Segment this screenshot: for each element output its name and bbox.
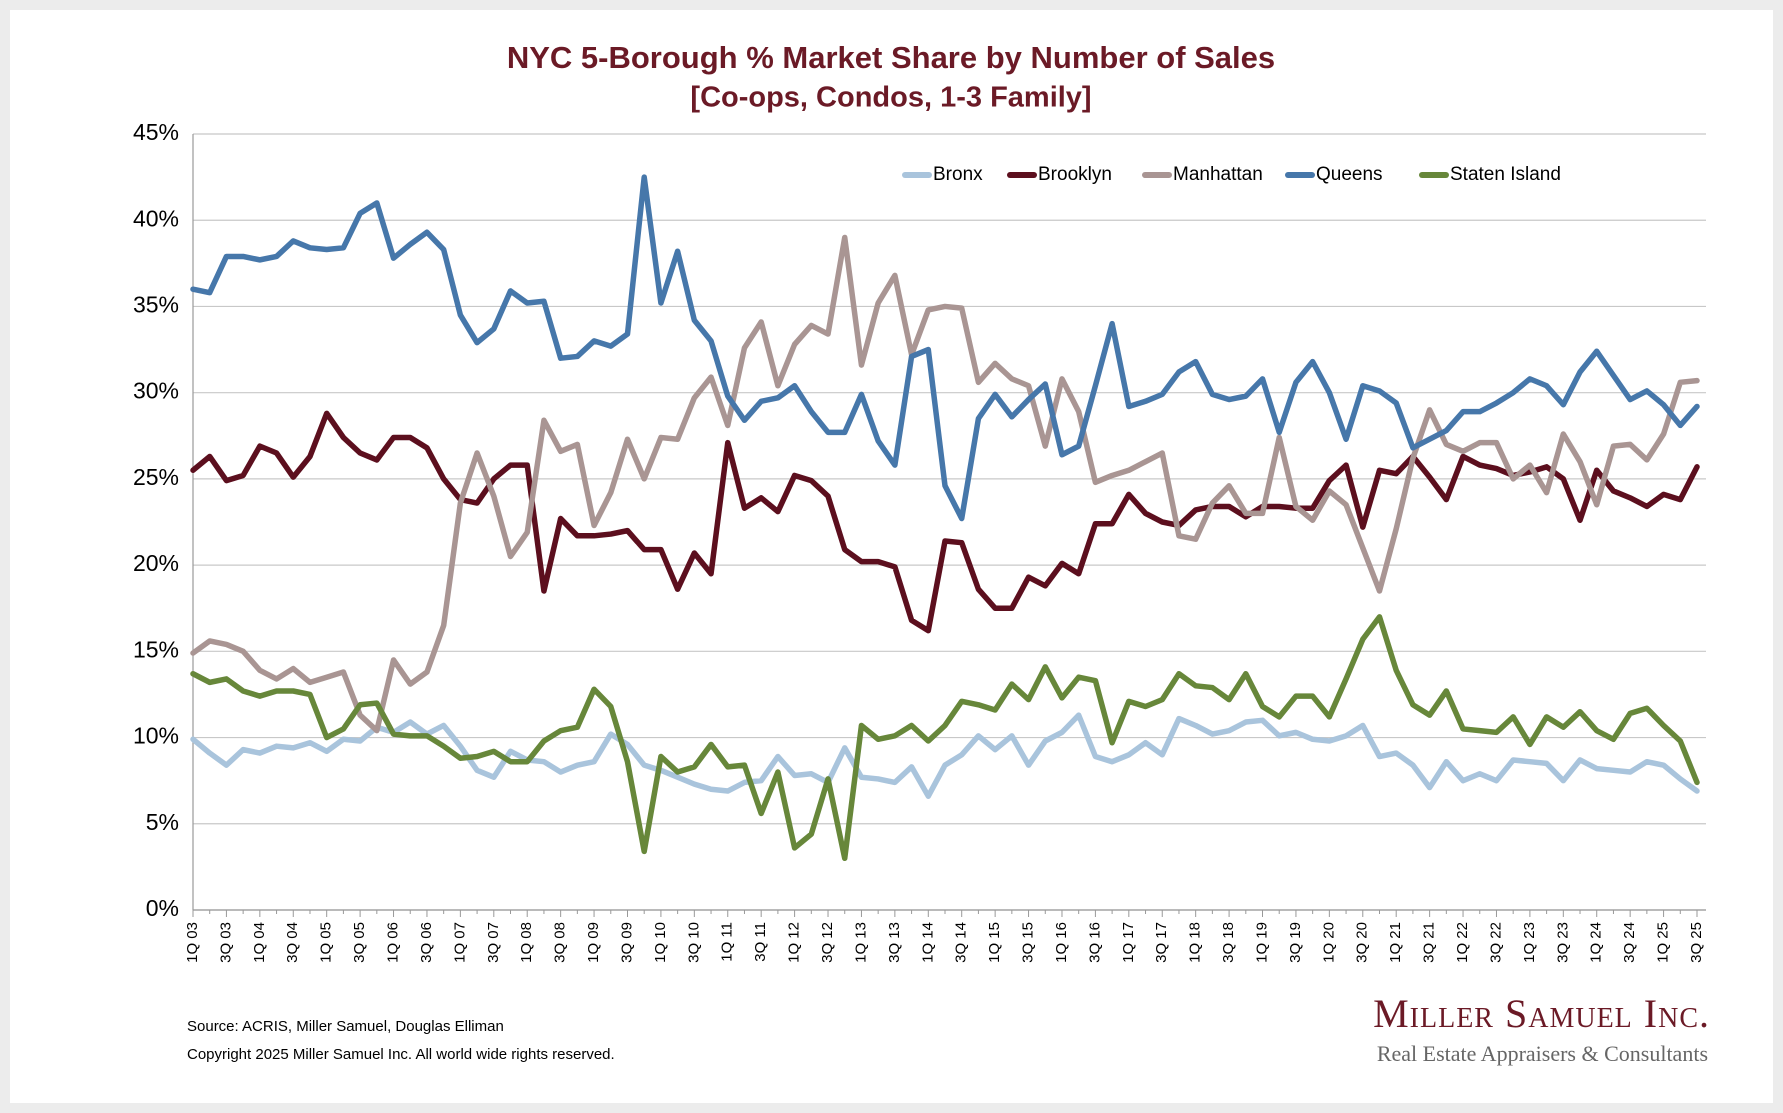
x-tick-label: 3Q 23 [1554, 922, 1571, 963]
x-tick-label: 3Q 16 [1086, 922, 1103, 963]
x-tick-label: 1Q 05 [318, 922, 335, 963]
chart-background [10, 10, 1773, 1103]
x-tick-label: 3Q 17 [1153, 922, 1170, 963]
legend-label: Bronx [933, 164, 983, 185]
series-line [190, 174, 1700, 522]
x-tick-label: 3Q 04 [284, 922, 301, 963]
series-line [190, 234, 1700, 734]
chart-subtitle: [Co-ops, Condos, 1-3 Family] [690, 82, 1091, 114]
x-tick-label: 1Q 03 [184, 922, 201, 963]
x-tick-label: 3Q 15 [1020, 922, 1037, 963]
x-tick-label: 1Q 08 [518, 922, 535, 963]
series-line [190, 712, 1700, 799]
series-line [190, 410, 1700, 634]
x-tick-label: 1Q 15 [986, 922, 1003, 963]
x-tick-label: 3Q 19 [1287, 922, 1304, 963]
x-tick-label: 1Q 18 [1187, 922, 1204, 963]
x-tick-label: 1Q 20 [1320, 922, 1337, 963]
x-tick-label: 1Q 10 [652, 922, 669, 963]
x-tick-label: 1Q 04 [251, 922, 268, 963]
x-tick-label: 1Q 14 [919, 922, 936, 963]
logo: Miller Samuel Inc. [1373, 991, 1710, 1036]
y-tick-label: 30% [133, 378, 179, 404]
x-tick-label: 1Q 23 [1521, 922, 1538, 963]
y-tick-label: 5% [146, 809, 179, 835]
x-tick-label: 1Q 11 [719, 922, 736, 962]
x-tick-label: 3Q 13 [886, 922, 903, 963]
x-tick-label: 1Q 13 [852, 922, 869, 963]
x-tick-label: 1Q 16 [1053, 922, 1070, 963]
y-tick-label: 20% [133, 550, 179, 576]
x-tick-label: 3Q 25 [1688, 922, 1705, 963]
x-tick-label: 3Q 09 [618, 922, 635, 963]
x-tick-label: 3Q 07 [485, 922, 502, 963]
x-tick-label: 3Q 05 [351, 922, 368, 963]
x-tick-label: 1Q 07 [451, 922, 468, 963]
x-tick-label: 3Q 21 [1421, 922, 1438, 963]
legend-label: Brooklyn [1038, 164, 1112, 185]
x-tick-label: 3Q 18 [1220, 922, 1237, 963]
x-tick-label: 1Q 09 [585, 922, 602, 963]
x-tick-label: 1Q 21 [1387, 922, 1404, 963]
x-tick-label: 3Q 14 [953, 922, 970, 963]
x-tick-label: 1Q 25 [1655, 922, 1672, 963]
x-tick-label: 1Q 24 [1588, 922, 1605, 963]
x-tick-label: 3Q 06 [418, 922, 435, 963]
x-tick-label: 1Q 12 [786, 922, 803, 963]
legend-label: Staten Island [1450, 164, 1561, 185]
series-line [190, 614, 1700, 862]
y-tick-label: 40% [133, 205, 179, 231]
x-tick-label: 1Q 17 [1120, 922, 1137, 963]
y-tick-label: 35% [133, 292, 179, 318]
y-tick-label: 45% [133, 119, 179, 145]
x-tick-label: 3Q 24 [1621, 922, 1638, 963]
x-tick-label: 1Q 22 [1454, 922, 1471, 963]
logo-tagline: Real Estate Appraisers & Consultants [1377, 1041, 1708, 1066]
y-tick-label: 0% [146, 895, 179, 921]
x-tick-label: 3Q 03 [217, 922, 234, 963]
x-tick-label: 3Q 20 [1354, 922, 1371, 963]
x-tick-label: 3Q 10 [685, 922, 702, 963]
chart-title: NYC 5-Borough % Market Share by Number o… [507, 40, 1275, 75]
legend-label: Queens [1316, 164, 1383, 185]
copyright-note: Copyright 2025 Miller Samuel Inc. All wo… [187, 1046, 615, 1063]
source-note: Source: ACRIS, Miller Samuel, Douglas El… [187, 1018, 504, 1035]
x-tick-label: 3Q 08 [552, 922, 569, 963]
x-tick-label: 1Q 19 [1253, 922, 1270, 963]
x-tick-label: 1Q 06 [385, 922, 402, 963]
x-tick-label: 3Q 12 [819, 922, 836, 963]
y-tick-label: 10% [133, 723, 179, 749]
y-tick-label: 15% [133, 636, 179, 662]
y-tick-label: 25% [133, 464, 179, 490]
x-tick-label: 3Q 22 [1487, 922, 1504, 963]
x-tick-label: 3Q 11 [752, 922, 769, 962]
legend-label: Manhattan [1173, 164, 1263, 185]
